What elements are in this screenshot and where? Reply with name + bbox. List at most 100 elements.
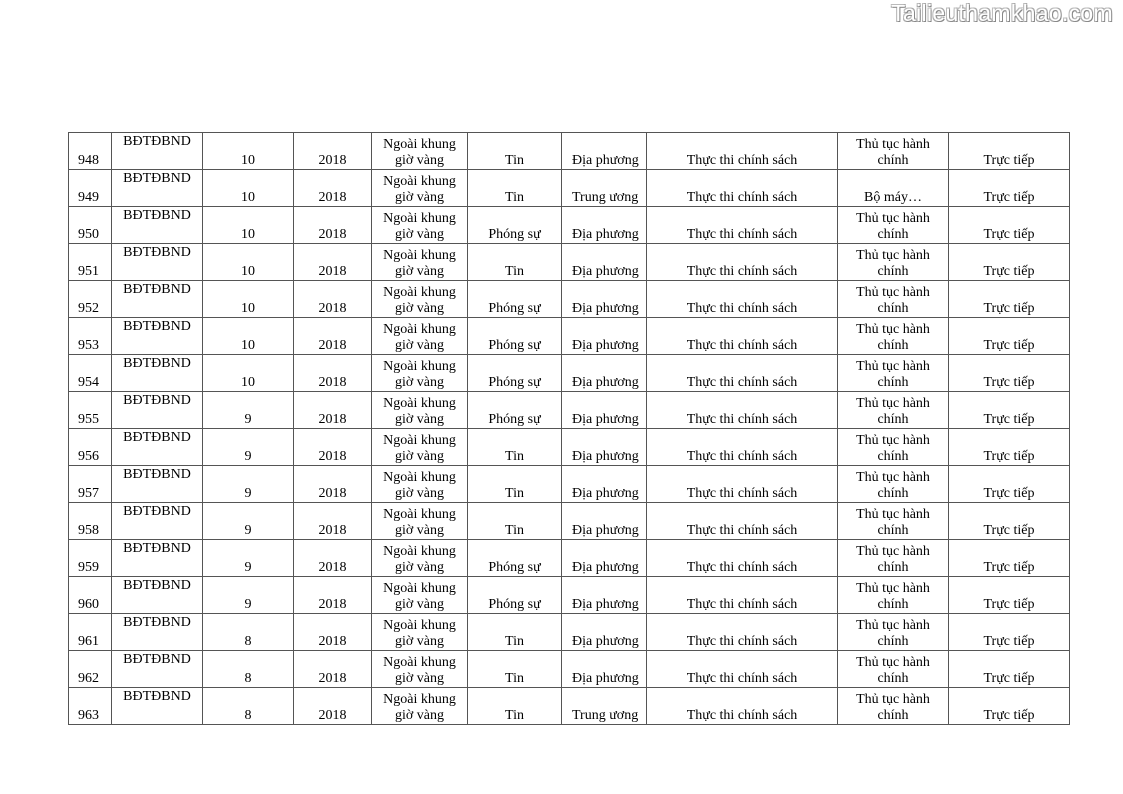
cell-mode: Trực tiếp: [948, 243, 1070, 281]
cell-row-number: 963: [68, 687, 112, 725]
table-row: 961 BĐTĐBND 8 2018 Ngoài khung giờ vàng Tin Đị…: [68, 613, 1070, 651]
cell-scope: Địa phương: [561, 613, 647, 651]
cell-organization: BĐTĐBND: [111, 613, 203, 651]
cell-row-number: 958: [68, 502, 112, 540]
cell-scope: Địa phương: [561, 317, 647, 355]
table-row: 949 BĐTĐBND 10 2018 Ngoài khung giờ vàng Tin T…: [68, 169, 1070, 207]
table-row: 957 BĐTĐBND 9 2018 Ngoài khung giờ vàng Tin Đị…: [68, 465, 1070, 503]
cell-year: 2018: [293, 169, 372, 207]
cell-row-number: 957: [68, 465, 112, 503]
cell-month: 10: [202, 317, 294, 355]
cell-format: Tin: [467, 502, 562, 540]
cell-mode: Trực tiếp: [948, 206, 1070, 244]
cell-row-number: 960: [68, 576, 112, 614]
cell-organization: BĐTĐBND: [111, 428, 203, 466]
table-row: 955 BĐTĐBND 9 2018 Ngoài khung giờ vàng Phóng…: [68, 391, 1070, 429]
cell-time-slot: Ngoài khung giờ vàng: [371, 132, 468, 170]
cell-year: 2018: [293, 428, 372, 466]
cell-time-slot: Ngoài khung giờ vàng: [371, 243, 468, 281]
table-row: 952 BĐTĐBND 10 2018 Ngoài khung giờ vàng Phón…: [68, 280, 1070, 318]
cell-month: 10: [202, 206, 294, 244]
cell-time-slot: Ngoài khung giờ vàng: [371, 465, 468, 503]
cell-year: 2018: [293, 465, 372, 503]
cell-topic: Thực thi chính sách: [646, 169, 838, 207]
cell-organization: BĐTĐBND: [111, 687, 203, 725]
cell-year: 2018: [293, 576, 372, 614]
cell-mode: Trực tiếp: [948, 354, 1070, 392]
cell-organization: BĐTĐBND: [111, 317, 203, 355]
cell-year: 2018: [293, 539, 372, 577]
cell-scope: Địa phương: [561, 132, 647, 170]
cell-topic: Thực thi chính sách: [646, 650, 838, 688]
cell-mode: Trực tiếp: [948, 576, 1070, 614]
cell-time-slot: Ngoài khung giờ vàng: [371, 354, 468, 392]
cell-mode: Trực tiếp: [948, 465, 1070, 503]
cell-organization: BĐTĐBND: [111, 391, 203, 429]
cell-month: 8: [202, 687, 294, 725]
cell-year: 2018: [293, 280, 372, 318]
cell-row-number: 948: [68, 132, 112, 170]
cell-mode: Trực tiếp: [948, 428, 1070, 466]
cell-organization: BĐTĐBND: [111, 132, 203, 170]
cell-row-number: 954: [68, 354, 112, 392]
cell-organization: BĐTĐBND: [111, 539, 203, 577]
cell-month: 8: [202, 613, 294, 651]
cell-field: Thủ tục hành chính: [837, 539, 949, 577]
cell-organization: BĐTĐBND: [111, 169, 203, 207]
cell-row-number: 955: [68, 391, 112, 429]
cell-organization: BĐTĐBND: [111, 465, 203, 503]
cell-time-slot: Ngoài khung giờ vàng: [371, 650, 468, 688]
cell-row-number: 953: [68, 317, 112, 355]
cell-topic: Thực thi chính sách: [646, 132, 838, 170]
cell-month: 10: [202, 132, 294, 170]
cell-scope: Địa phương: [561, 243, 647, 281]
cell-format: Phóng sự: [467, 280, 562, 318]
cell-row-number: 951: [68, 243, 112, 281]
cell-format: Tin: [467, 687, 562, 725]
cell-field: Thủ tục hành chính: [837, 354, 949, 392]
cell-mode: Trực tiếp: [948, 613, 1070, 651]
cell-format: Tin: [467, 169, 562, 207]
cell-format: Phóng sự: [467, 576, 562, 614]
cell-field: Thủ tục hành chính: [837, 502, 949, 540]
cell-format: Phóng sự: [467, 354, 562, 392]
cell-topic: Thực thi chính sách: [646, 391, 838, 429]
cell-scope: Địa phương: [561, 206, 647, 244]
cell-year: 2018: [293, 391, 372, 429]
cell-month: 9: [202, 428, 294, 466]
table-row: 951 BĐTĐBND 10 2018 Ngoài khung giờ vàng Tin Đ…: [68, 243, 1070, 281]
cell-mode: Trực tiếp: [948, 169, 1070, 207]
cell-row-number: 949: [68, 169, 112, 207]
cell-month: 10: [202, 354, 294, 392]
cell-month: 9: [202, 576, 294, 614]
cell-year: 2018: [293, 354, 372, 392]
cell-mode: Trực tiếp: [948, 650, 1070, 688]
cell-mode: Trực tiếp: [948, 132, 1070, 170]
cell-month: 10: [202, 243, 294, 281]
cell-organization: BĐTĐBND: [111, 576, 203, 614]
cell-scope: Địa phương: [561, 428, 647, 466]
cell-topic: Thực thi chính sách: [646, 354, 838, 392]
cell-topic: Thực thi chính sách: [646, 280, 838, 318]
cell-row-number: 950: [68, 206, 112, 244]
cell-year: 2018: [293, 317, 372, 355]
cell-format: Tin: [467, 243, 562, 281]
cell-organization: BĐTĐBND: [111, 243, 203, 281]
table-row: 948 BĐTĐBND 10 2018 Ngoài khung giờ vàng Tin Đ…: [68, 132, 1070, 170]
table-row: 963 BĐTĐBND 8 2018 Ngoài khung giờ vàng Tin Tr…: [68, 687, 1070, 725]
cell-topic: Thực thi chính sách: [646, 502, 838, 540]
table-row: 956 BĐTĐBND 9 2018 Ngoài khung giờ vàng Tin Đị…: [68, 428, 1070, 466]
cell-format: Phóng sự: [467, 317, 562, 355]
table-row: 962 BĐTĐBND 8 2018 Ngoài khung giờ vàng Tin Đị…: [68, 650, 1070, 688]
cell-field: Thủ tục hành chính: [837, 650, 949, 688]
cell-scope: Địa phương: [561, 280, 647, 318]
cell-row-number: 961: [68, 613, 112, 651]
cell-year: 2018: [293, 206, 372, 244]
cell-format: Tin: [467, 613, 562, 651]
cell-year: 2018: [293, 650, 372, 688]
cell-format: Tin: [467, 650, 562, 688]
cell-field: Thủ tục hành chính: [837, 687, 949, 725]
cell-organization: BĐTĐBND: [111, 650, 203, 688]
cell-scope: Trung ương: [561, 687, 647, 725]
cell-time-slot: Ngoài khung giờ vàng: [371, 317, 468, 355]
